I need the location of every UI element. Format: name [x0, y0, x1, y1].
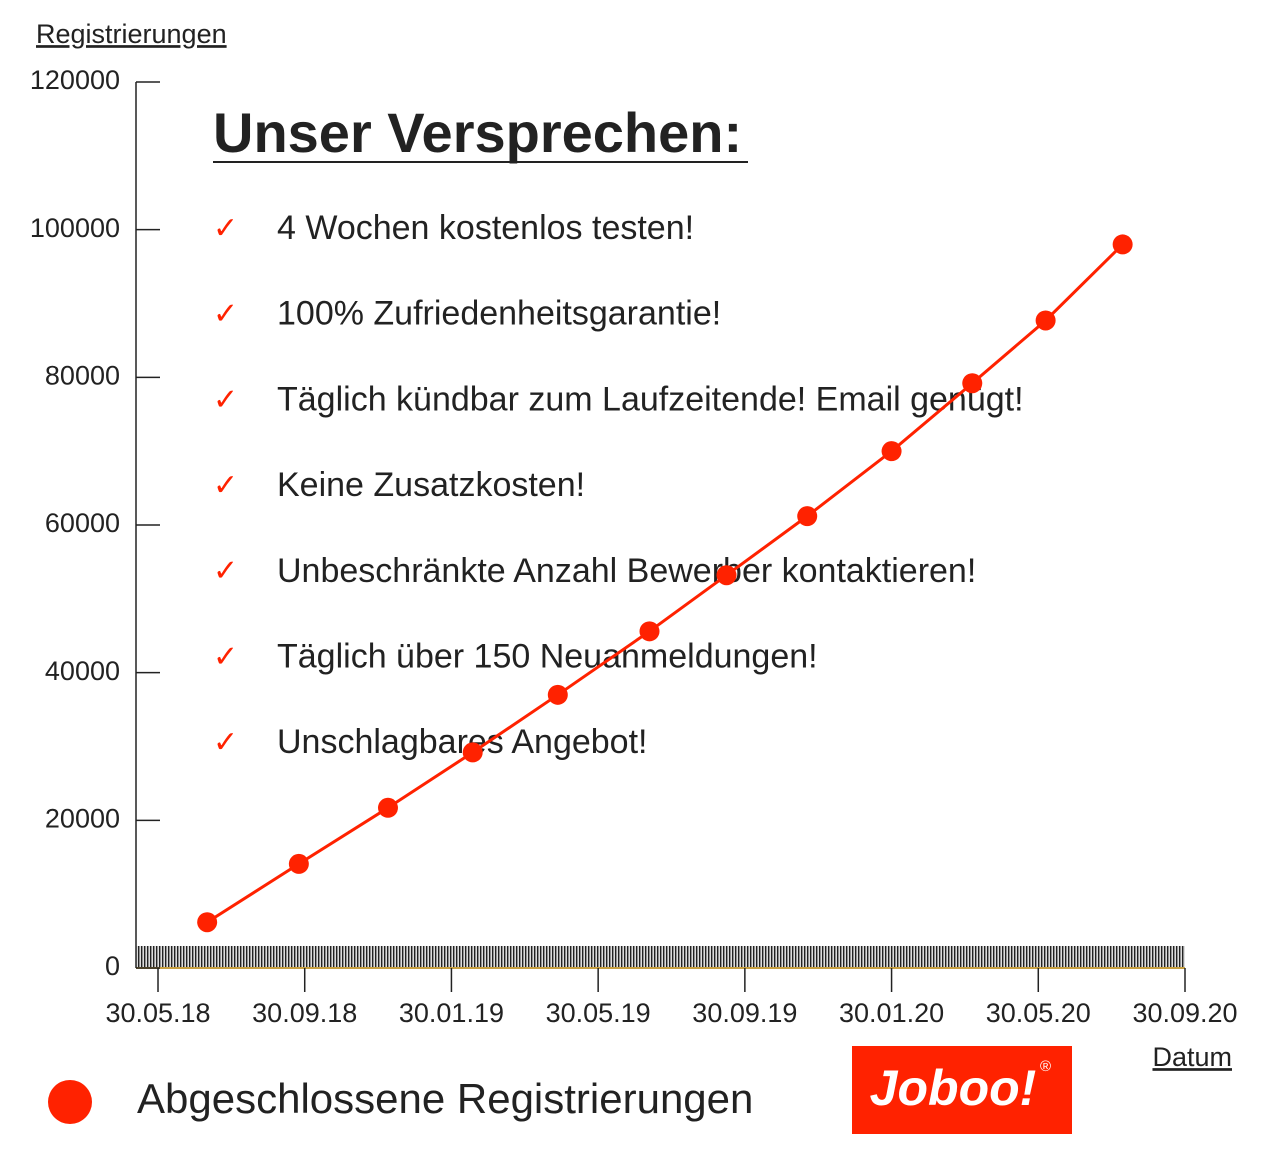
data-point — [1035, 310, 1056, 331]
check-icon: ✓ — [213, 212, 238, 245]
x-tick-label: 30.01.20 — [839, 998, 944, 1028]
data-point — [197, 912, 218, 933]
data-point — [377, 797, 398, 818]
check-icon: ✓ — [213, 383, 238, 416]
check-icon: ✓ — [213, 298, 238, 331]
logo-mark: ® — [1040, 1058, 1051, 1075]
series-line — [206, 243, 1124, 924]
x-tick-label: 30.05.20 — [986, 998, 1091, 1028]
data-point — [797, 506, 818, 527]
y-tick-label: 60000 — [45, 508, 120, 538]
y-tick-label: 0 — [105, 951, 120, 981]
promise-item: Täglich kündbar zum Laufzeitende! Email … — [277, 380, 1024, 418]
check-icon: ✓ — [213, 555, 238, 588]
legend-label: Abgeschlossene Registrierungen — [137, 1075, 753, 1122]
data-point — [639, 621, 660, 642]
y-tick-label: 80000 — [45, 360, 120, 390]
x-tick-label: 30.01.19 — [399, 998, 504, 1028]
logo: Joboo! — [870, 1060, 1037, 1116]
x-tick-label: 30.09.20 — [1132, 998, 1237, 1028]
check-icon: ✓ — [213, 469, 238, 502]
promise-item: Unbeschränkte Anzahl Bewerber kontaktier… — [277, 552, 976, 590]
data-point — [288, 853, 309, 874]
data-point — [881, 441, 902, 462]
promise-item: 4 Wochen kostenlos testen! — [277, 209, 694, 247]
y-tick-label: 100000 — [30, 213, 120, 243]
y-tick-label: 40000 — [45, 656, 120, 686]
x-axis-label: Datum — [1152, 1042, 1232, 1072]
promise-item: Täglich über 150 Neuanmeldungen! — [277, 637, 818, 675]
check-icon: ✓ — [213, 726, 238, 759]
data-point — [1112, 234, 1133, 255]
promise-item: Keine Zusatzkosten! — [277, 466, 585, 504]
y-tick-label: 20000 — [45, 803, 120, 833]
promise-item: 100% Zufriedenheitsgarantie! — [277, 295, 721, 333]
legend-marker — [48, 1080, 92, 1124]
y-axis-label: Registrierungen — [36, 19, 227, 49]
x-tick-label: 30.05.18 — [105, 998, 210, 1028]
data-point — [962, 373, 983, 394]
check-icon: ✓ — [213, 640, 238, 673]
y-tick-label: 120000 — [30, 65, 120, 95]
x-tick-label: 30.09.19 — [692, 998, 797, 1028]
promo-title: Unser Versprechen: — [213, 101, 742, 164]
data-point — [547, 684, 568, 705]
x-tick-label: 30.09.18 — [252, 998, 357, 1028]
logo-box — [852, 1046, 1072, 1134]
data-point — [462, 742, 483, 763]
x-tick-label: 30.05.19 — [546, 998, 651, 1028]
data-point — [716, 565, 737, 586]
axis-band — [136, 946, 1185, 968]
promise-item: Unschlagbares Angebot! — [277, 723, 647, 761]
